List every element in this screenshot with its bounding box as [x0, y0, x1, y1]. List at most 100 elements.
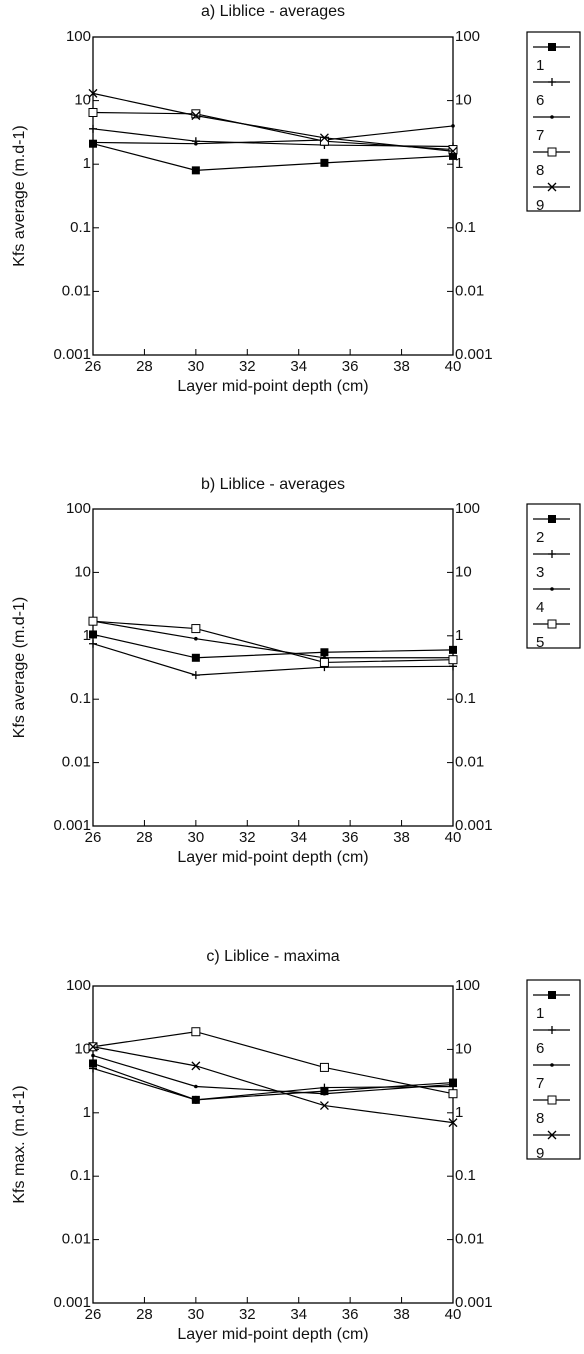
y-tick-label: 0.001	[53, 817, 91, 834]
series-line	[92, 1062, 454, 1101]
x-tick-label: 26	[85, 358, 102, 375]
marker	[448, 655, 458, 665]
series-line	[92, 143, 454, 171]
y2-tick-label: 100	[455, 500, 480, 517]
y2-tick-label: 10	[455, 563, 472, 580]
y-axis-title: Kfs average (m.d-1)	[11, 125, 28, 266]
y-tick-label: 0.1	[70, 1167, 91, 1184]
marker	[191, 653, 200, 662]
y-tick-label: 0.01	[62, 1231, 91, 1248]
marker	[88, 88, 98, 98]
legend-marker	[550, 587, 554, 591]
y-axis-title: Kfs max. (m.d-1)	[11, 1085, 28, 1203]
legend-box	[526, 31, 581, 212]
x-tick-label: 34	[290, 358, 307, 375]
y2-tick-label: 0.001	[455, 346, 493, 363]
series-line	[92, 1054, 454, 1095]
marker	[320, 1083, 329, 1092]
x-tick-label: 38	[393, 358, 410, 375]
chart-title: b) Liblice - averages	[201, 476, 345, 493]
series-line	[92, 633, 454, 659]
marker	[320, 158, 329, 167]
x-tick-label: 30	[188, 358, 205, 375]
marker	[91, 140, 95, 145]
legend-marker	[548, 550, 556, 558]
marker	[89, 1059, 97, 1068]
y-tick-label: 1	[83, 627, 91, 644]
marker	[194, 141, 198, 146]
legend-label: 1	[536, 1005, 544, 1022]
y-tick-label: 0.001	[53, 1294, 91, 1311]
x-tick-label: 32	[239, 1306, 256, 1323]
series-line	[92, 92, 454, 152]
marker	[191, 166, 200, 175]
marker	[89, 124, 97, 133]
marker	[89, 630, 97, 639]
marker	[448, 146, 458, 156]
x-tick-label: 30	[188, 829, 205, 846]
marker	[91, 1053, 95, 1058]
y2-tick-label: 0.001	[455, 1294, 493, 1311]
marker	[319, 1062, 329, 1072]
marker	[194, 636, 198, 641]
marker	[449, 151, 457, 160]
y-tick-label: 0.001	[53, 346, 91, 363]
legend-marker	[548, 991, 556, 999]
x-tick-label: 36	[342, 829, 359, 846]
x-tick-label: 28	[136, 1306, 153, 1323]
y-tick-label: 1	[83, 1104, 91, 1121]
legend-label: 7	[536, 1075, 544, 1092]
marker	[88, 616, 98, 626]
legend-label: 6	[536, 92, 544, 109]
y-tick-label: 0.01	[62, 754, 91, 771]
x-tick-label: 32	[239, 829, 256, 846]
marker	[191, 1061, 201, 1071]
legend-label: 3	[536, 564, 544, 581]
legend-marker	[547, 147, 557, 157]
y-tick-label: 1	[83, 155, 91, 172]
marker	[319, 1101, 329, 1111]
x-tick-label: 26	[85, 1306, 102, 1323]
y-tick-label: 0.1	[70, 219, 91, 236]
y2-tick-label: 10	[455, 92, 472, 109]
marker	[194, 1084, 198, 1089]
series-line	[92, 1031, 454, 1095]
marker	[88, 107, 98, 117]
x-tick-label: 32	[239, 358, 256, 375]
x-tick-label: 38	[393, 1306, 410, 1323]
legend-label: 7	[536, 127, 544, 144]
y2-tick-label: 100	[455, 28, 480, 45]
series-line	[92, 620, 454, 664]
series-line	[92, 125, 454, 145]
y2-tick-label: 100	[455, 977, 480, 994]
marker	[319, 657, 329, 667]
marker	[320, 648, 329, 657]
marker	[451, 124, 455, 128]
legend-marker	[548, 78, 556, 86]
x-tick-label: 40	[445, 829, 462, 846]
marker	[448, 145, 458, 155]
series-line	[92, 620, 453, 659]
y2-tick-label: 0.01	[455, 1231, 484, 1248]
y2-tick-label: 1	[455, 627, 463, 644]
plot-frame	[92, 985, 454, 1304]
x-tick-label: 34	[290, 1306, 307, 1323]
series-line	[92, 111, 454, 151]
marker	[88, 1042, 98, 1052]
y-tick-label: 10	[74, 92, 91, 109]
y2-tick-label: 0.1	[455, 690, 476, 707]
x-tick-label: 26	[85, 829, 102, 846]
x-tick-label: 28	[136, 358, 153, 375]
x-axis-title: Layer mid-point depth (cm)	[177, 849, 368, 866]
marker	[191, 111, 201, 121]
legend-marker	[547, 619, 557, 629]
x-axis-title: Layer mid-point depth (cm)	[177, 378, 368, 395]
x-tick-label: 34	[290, 829, 307, 846]
legend-label: 2	[536, 529, 544, 546]
marker	[322, 1091, 327, 1096]
legend-marker	[550, 115, 554, 119]
legend-box	[526, 979, 581, 1160]
x-axis-title: Layer mid-point depth (cm)	[177, 1326, 368, 1343]
y-axis-title: Kfs average (m.d-1)	[11, 597, 28, 738]
